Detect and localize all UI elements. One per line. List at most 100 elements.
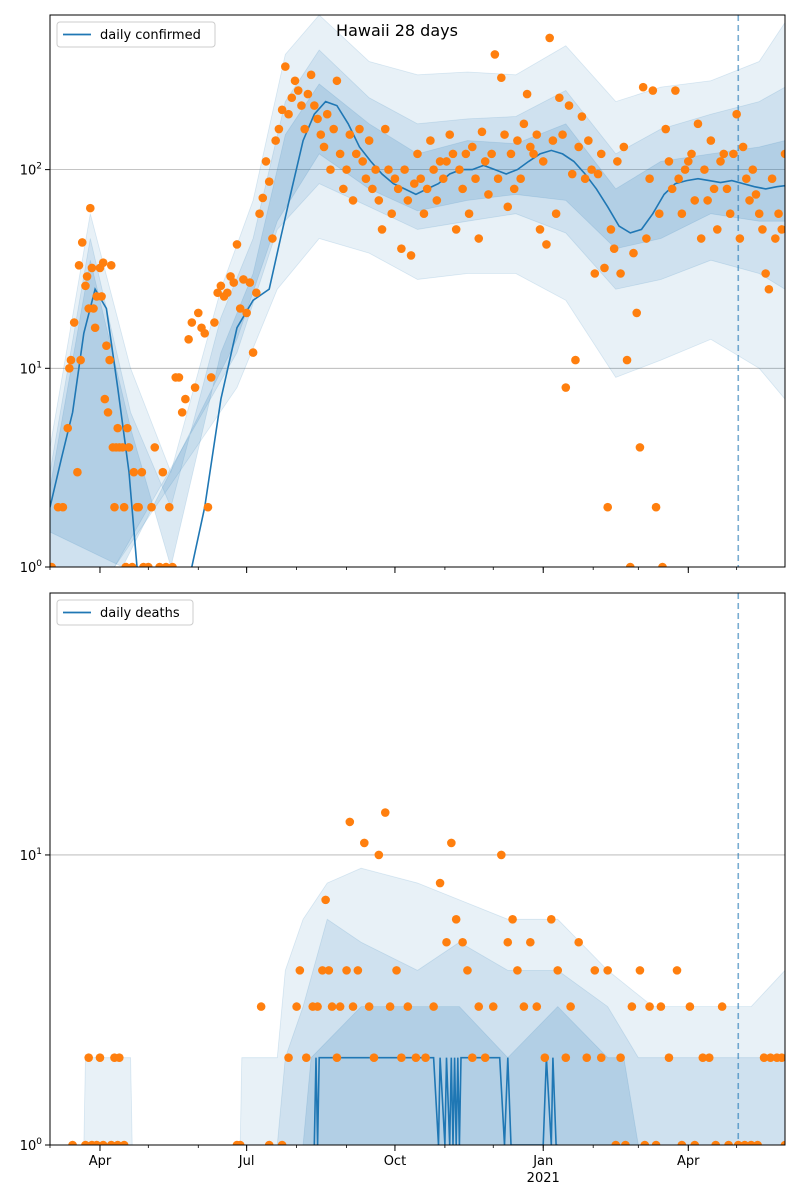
- observed-point: [438, 174, 448, 184]
- observed-point: [648, 86, 658, 95]
- observed-point: [77, 238, 87, 247]
- observed-point: [553, 966, 563, 975]
- plot-area: [50, 593, 785, 1145]
- observed-point: [442, 937, 451, 947]
- observed-point: [213, 288, 222, 298]
- observed-point: [119, 502, 129, 512]
- observed-point: [535, 225, 545, 234]
- observed-point: [429, 1002, 438, 1011]
- observed-point: [248, 348, 258, 357]
- observed-point: [121, 562, 131, 567]
- observed-point: [751, 190, 761, 199]
- legend: daily deaths: [56, 599, 194, 626]
- observed-point: [500, 130, 509, 139]
- observed-point: [100, 394, 110, 404]
- observed-point: [390, 174, 400, 184]
- observed-point: [232, 240, 242, 249]
- observed-point: [742, 174, 751, 184]
- observed-point: [642, 234, 651, 243]
- observed-point: [345, 130, 355, 139]
- observed-point: [771, 234, 780, 243]
- observed-point: [704, 1053, 714, 1062]
- legend-box: [56, 599, 194, 626]
- plot-area: [50, 15, 785, 567]
- observed-point: [640, 1140, 650, 1145]
- observed-point: [638, 82, 648, 92]
- observed-point: [150, 443, 160, 452]
- observed-point: [464, 209, 474, 218]
- observed-point: [164, 502, 174, 512]
- observed-point: [223, 288, 232, 298]
- observed-point: [293, 86, 303, 95]
- observed-point: [548, 136, 558, 145]
- observed-point: [574, 142, 583, 152]
- observed-point: [256, 1002, 266, 1011]
- observed-point: [127, 562, 137, 567]
- observed-point: [113, 1140, 122, 1145]
- observed-point: [532, 130, 542, 139]
- observed-point: [635, 443, 645, 452]
- observed-point: [532, 1002, 542, 1011]
- observed-point: [590, 966, 600, 975]
- observed-point: [611, 1140, 621, 1145]
- observed-point: [564, 101, 574, 110]
- observed-point: [493, 174, 503, 184]
- observed-point: [158, 467, 168, 477]
- observed-point: [102, 341, 111, 350]
- observed-point: [297, 101, 306, 110]
- observed-point: [264, 1140, 274, 1145]
- observed-point: [497, 850, 506, 860]
- observed-point: [654, 209, 664, 218]
- observed-point: [664, 1053, 674, 1062]
- observed-point: [258, 193, 268, 203]
- observed-point: [81, 281, 90, 291]
- observed-point: [609, 244, 619, 253]
- observed-point: [754, 209, 764, 218]
- observed-point: [313, 1002, 322, 1011]
- observed-point: [746, 1140, 756, 1145]
- legend-box: [56, 21, 216, 48]
- observed-point: [561, 383, 571, 392]
- observed-point: [235, 1140, 245, 1145]
- observed-point: [384, 165, 393, 174]
- observed-point: [342, 966, 351, 975]
- observed-point: [546, 914, 556, 924]
- legend-label: daily deaths: [100, 606, 180, 621]
- observed-point: [542, 240, 551, 249]
- observed-point: [703, 196, 712, 205]
- observed-point: [600, 263, 609, 273]
- observed-point: [98, 1140, 108, 1145]
- observed-point: [306, 70, 316, 80]
- observed-point: [671, 86, 680, 95]
- observed-point: [706, 136, 716, 145]
- observed-point: [606, 225, 616, 234]
- observed-point: [316, 130, 326, 139]
- observed-point: [301, 1053, 311, 1062]
- observed-point: [577, 112, 587, 121]
- observed-point: [193, 308, 203, 318]
- observed-point: [448, 149, 458, 159]
- observed-point: [87, 263, 97, 273]
- observed-point: [268, 234, 277, 243]
- observed-point: [50, 562, 56, 567]
- observed-point: [664, 157, 674, 166]
- x-tick-label: Apr: [677, 1154, 700, 1169]
- axes-frame: [49, 592, 786, 1146]
- observed-point: [134, 502, 143, 512]
- observed-point: [284, 1053, 293, 1062]
- observed-point: [700, 165, 709, 174]
- observed-point: [419, 209, 429, 218]
- band-mid: [50, 49, 785, 567]
- observed-point: [406, 251, 416, 260]
- x-tick-sublabel: 2021: [527, 1171, 560, 1186]
- observed-point: [622, 355, 632, 365]
- observed-point: [593, 169, 603, 179]
- observed-point: [361, 174, 371, 184]
- x-tick-label: Oct: [384, 1154, 406, 1169]
- observed-point: [184, 334, 193, 344]
- observed-point: [558, 130, 567, 139]
- observed-point: [621, 1140, 630, 1145]
- observed-point: [451, 914, 461, 924]
- observed-point: [513, 136, 522, 145]
- observed-point: [76, 355, 85, 365]
